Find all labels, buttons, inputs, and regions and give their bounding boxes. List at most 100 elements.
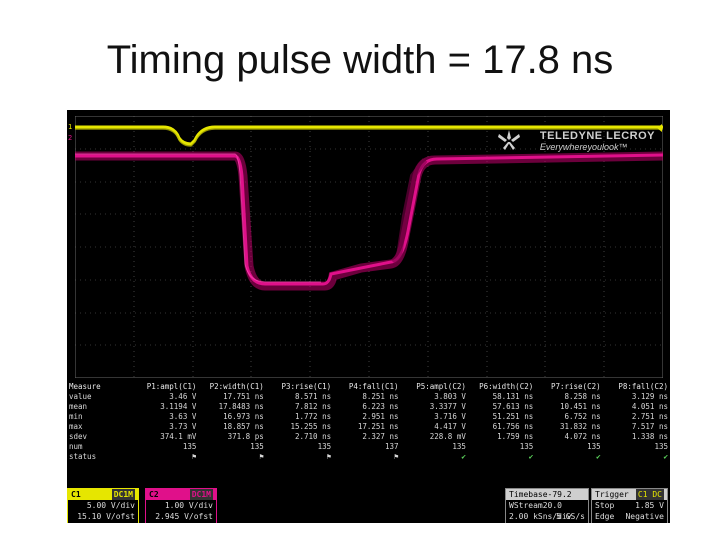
measurement-cell: ✔ (461, 452, 466, 461)
measurement-cell: 2.327 ns (362, 432, 399, 441)
measurement-cell: 8.251 ns (362, 392, 399, 401)
measurement-cell: 3.73 V (169, 422, 197, 431)
measurement-cell: ⚑ (326, 452, 332, 461)
col-header: P6:width(C2) (479, 382, 534, 391)
measurement-cell: 17.251 ns (357, 422, 399, 431)
measurement-cell: 18.857 ns (223, 422, 264, 431)
measurement-cell: 135 (519, 442, 534, 451)
measurement-header-row: Measure P1:ampl(C1) P2:width(C1) P3:rise… (67, 382, 670, 392)
measurement-row: status ⚑ ⚑ ⚑ ⚑ ✔ ✔ ✔ ✔ (67, 452, 670, 462)
trigger-descriptor[interactable]: Trigger C1 DC Stop 1.85 V Edge Negative (591, 488, 668, 523)
measurement-cell: 228.8 mV (429, 432, 466, 441)
slide-title: Timing pulse width = 17.8 ns (106, 38, 614, 82)
ch2-trace (75, 151, 664, 291)
trigger-mode: Stop (595, 501, 615, 510)
status-bar: C1 DC1M 5.00 V/div 15.10 V/ofst C2 DC1M 1.… (67, 488, 670, 523)
measurement-cell: ⚑ (191, 452, 197, 461)
row-label: max (69, 422, 83, 431)
measurement-cell: 6.223 ns (362, 402, 399, 411)
col-header: P8:fall(C2) (618, 382, 668, 391)
col-header: P1:ampl(C1) (146, 382, 197, 391)
measurement-cell: 8.571 ns (295, 392, 332, 401)
ch1-scale: 5.00 V/div (86, 501, 135, 510)
measurement-cell: 8.258 ns (564, 392, 601, 401)
measurement-cell: 3.803 V (434, 392, 466, 401)
measurement-cell: 58.131 ns (492, 392, 534, 401)
measurement-row: sdev 374.1 mV 371.8 ps 2.710 ns 2.327 ns 228.… (67, 432, 670, 442)
trigger-coupling: C1 DC (635, 489, 664, 500)
measurement-cell: 7.517 ns (631, 422, 668, 431)
row-label: min (69, 412, 83, 421)
measurement-cell: 16.973 ns (223, 412, 264, 421)
measurement-cell: 10.451 ns (559, 402, 601, 411)
trigger-level: 1.85 V (635, 501, 664, 510)
measurement-cell: 17.8483 ns (218, 402, 264, 411)
measurement-table: Measure P1:ampl(C1) P2:width(C1) P3:rise… (67, 382, 670, 462)
timebase-div: 20.0 ns/div (542, 501, 572, 521)
measurement-cell: 7.812 ns (295, 402, 332, 411)
ch1-offset: 15.10 V/ofst (77, 512, 135, 521)
trigger-type: Edge (595, 512, 615, 521)
col-header: P4:fall(C1) (348, 382, 399, 391)
measurement-cell: 4.072 ns (564, 432, 601, 441)
ch2-descriptor[interactable]: C2 DC1M 1.00 V/div 2.945 V/ofst (145, 488, 217, 523)
ch1-name: C1 (71, 490, 81, 499)
ch2-scale: 1.00 V/div (164, 501, 213, 510)
measurement-cell: 135 (452, 442, 466, 451)
timebase-delay: -79.2 ns (547, 490, 572, 510)
measurement-cell: 3.63 V (169, 412, 197, 421)
teledyne-logo-icon (495, 128, 523, 157)
measurement-row: max 3.73 V 18.857 ns 15.255 ns 17.251 ns 4.41… (67, 422, 670, 432)
trigger-level-marker (657, 124, 662, 132)
measurement-cell: ⚑ (393, 452, 399, 461)
measurement-cell: ✔ (663, 452, 668, 461)
measurement-row: mean 3.1194 V 17.8483 ns 7.812 ns 6.223 ns 3.… (67, 402, 670, 412)
measurement-cell: 3.46 V (169, 392, 197, 401)
trigger-slope: Negative (625, 512, 664, 521)
ch1-coupling: DC1M (111, 489, 135, 500)
measurement-cell: 15.255 ns (290, 422, 332, 431)
col-header: P5:ampl(C2) (416, 382, 466, 391)
trigger-label: Trigger (595, 490, 629, 499)
brand-logo: TELEDYNE LECROY Everywhereyoulook™ (540, 130, 655, 152)
ch2-offset: 2.945 V/ofst (155, 512, 213, 521)
measurement-cell: 4.417 V (434, 422, 466, 431)
oscilloscope-screenshot: 1 2 TELEDYNE LECROY Everywhereyoulook™ M… (67, 110, 670, 523)
measurement-cell: 3.1194 V (160, 402, 197, 411)
measurement-cell: 2.951 ns (362, 412, 399, 421)
measurement-cell: 137 (384, 442, 399, 451)
waveform-plot (74, 115, 664, 379)
row-label: status (69, 452, 97, 461)
brand-tagline: Everywhereyoulook™ (539, 142, 628, 152)
measurement-cell: 374.1 mV (160, 432, 197, 441)
measure-header: Measure (69, 382, 101, 391)
measurement-cell: 371.8 ps (227, 432, 264, 441)
row-label: mean (69, 402, 88, 411)
measurement-cell: 31.832 ns (559, 422, 601, 431)
col-header: P2:width(C1) (209, 382, 264, 391)
ch2-marker: 2 (68, 134, 73, 142)
row-label: num (69, 442, 83, 451)
brand-name: TELEDYNE LECROY (539, 130, 655, 142)
timebase-samples: 2.00 kS (509, 512, 543, 521)
row-label: value (69, 392, 92, 401)
timebase-descriptor[interactable]: Timebase -79.2 ns WStream 20.0 ns/div 2.00… (505, 488, 589, 523)
row-label: sdev (69, 432, 88, 441)
measurement-cell: 2.710 ns (295, 432, 332, 441)
timebase-label: Timebase (509, 490, 548, 499)
measurement-cell: 17.751 ns (223, 392, 264, 401)
measurement-cell: 3.716 V (434, 412, 466, 421)
measurement-cell: 4.051 ns (631, 402, 668, 411)
measurement-cell: 135 (182, 442, 197, 451)
ch1-trace (75, 125, 663, 147)
ch1-descriptor[interactable]: C1 DC1M 5.00 V/div 15.10 V/ofst (67, 488, 139, 523)
measurement-cell: ✔ (596, 452, 601, 461)
waveform-display: 1 2 TELEDYNE LECROY Everywhereyoulook™ (68, 115, 664, 379)
col-header: P7:rise(C2) (550, 382, 601, 391)
measurement-cell: 1.338 ns (631, 432, 668, 441)
ch2-name: C2 (149, 490, 159, 499)
measurement-cell: 61.756 ns (492, 422, 534, 431)
measurement-cell: 51.251 ns (492, 412, 534, 421)
measurement-cell: ⚑ (259, 452, 264, 461)
ch2-coupling: DC1M (189, 489, 213, 500)
